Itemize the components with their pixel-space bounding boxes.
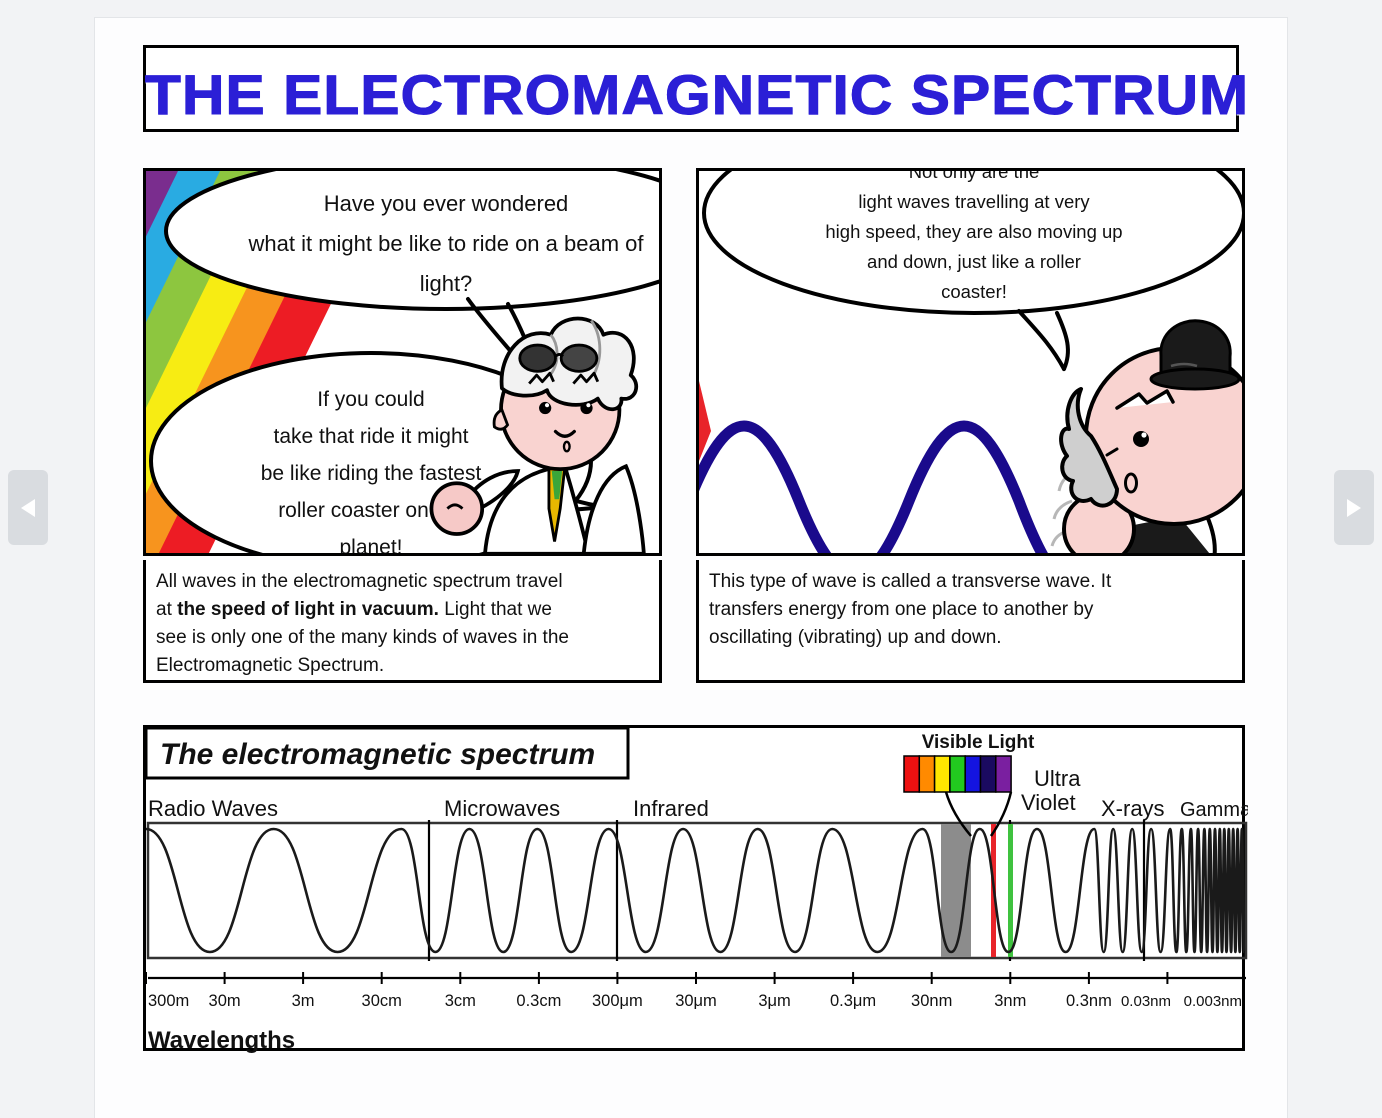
svg-text:coaster!: coaster! (941, 281, 1007, 302)
svg-text:The electromagnetic spectrum: The electromagnetic spectrum (160, 738, 595, 771)
svg-text:300m: 300m (148, 992, 189, 1010)
svg-text:what it might be like to ride: what it might be like to ride on a beam … (248, 231, 645, 256)
svg-text:light waves travelling at very: light waves travelling at very (858, 191, 1090, 212)
svg-text:light?: light? (420, 271, 473, 296)
svg-text:300μm: 300μm (592, 992, 643, 1010)
svg-text:Violet: Violet (1021, 790, 1076, 815)
svg-text:Visible Light: Visible Light (922, 732, 1035, 753)
svg-text:Microwaves: Microwaves (444, 796, 560, 821)
svg-text:Infrared: Infrared (633, 796, 709, 821)
svg-text:3nm: 3nm (994, 992, 1026, 1010)
svg-text:0.3nm: 0.3nm (1066, 992, 1112, 1010)
svg-text:30nm: 30nm (911, 992, 952, 1010)
svg-text:and down, just like a roller: and down, just like a roller (867, 251, 1081, 272)
svg-text:If you could: If you could (317, 388, 424, 411)
svg-text:be like riding the fastest: be like riding the fastest (261, 462, 482, 485)
svg-text:planet!: planet! (339, 536, 402, 556)
svg-text:Gamma: Gamma (1180, 799, 1248, 821)
svg-text:take that ride it might: take that ride it might (274, 425, 469, 448)
svg-text:3μm: 3μm (758, 992, 790, 1010)
svg-text:X-rays: X-rays (1101, 796, 1165, 821)
svg-text:0.003nm: 0.003nm (1184, 993, 1242, 1010)
svg-text:high speed, they are also movi: high speed, they are also moving up (825, 221, 1122, 242)
svg-text:30m: 30m (209, 992, 241, 1010)
svg-text:3cm: 3cm (445, 992, 476, 1010)
svg-text:3m: 3m (292, 992, 315, 1010)
svg-text:Not only are the: Not only are the (909, 171, 1040, 182)
svg-text:Radio Waves: Radio Waves (148, 796, 278, 821)
svg-text:Have you ever wondered: Have you ever wondered (324, 191, 569, 216)
svg-text:0.03nm: 0.03nm (1121, 993, 1171, 1010)
svg-text:0.3cm: 0.3cm (516, 992, 561, 1010)
svg-text:Wavelengths: Wavelengths (148, 1027, 295, 1054)
svg-text:0.3μm: 0.3μm (830, 992, 876, 1010)
svg-text:30cm: 30cm (362, 992, 402, 1010)
svg-text:Ultra: Ultra (1034, 766, 1081, 791)
svg-text:30μm: 30μm (675, 992, 717, 1010)
